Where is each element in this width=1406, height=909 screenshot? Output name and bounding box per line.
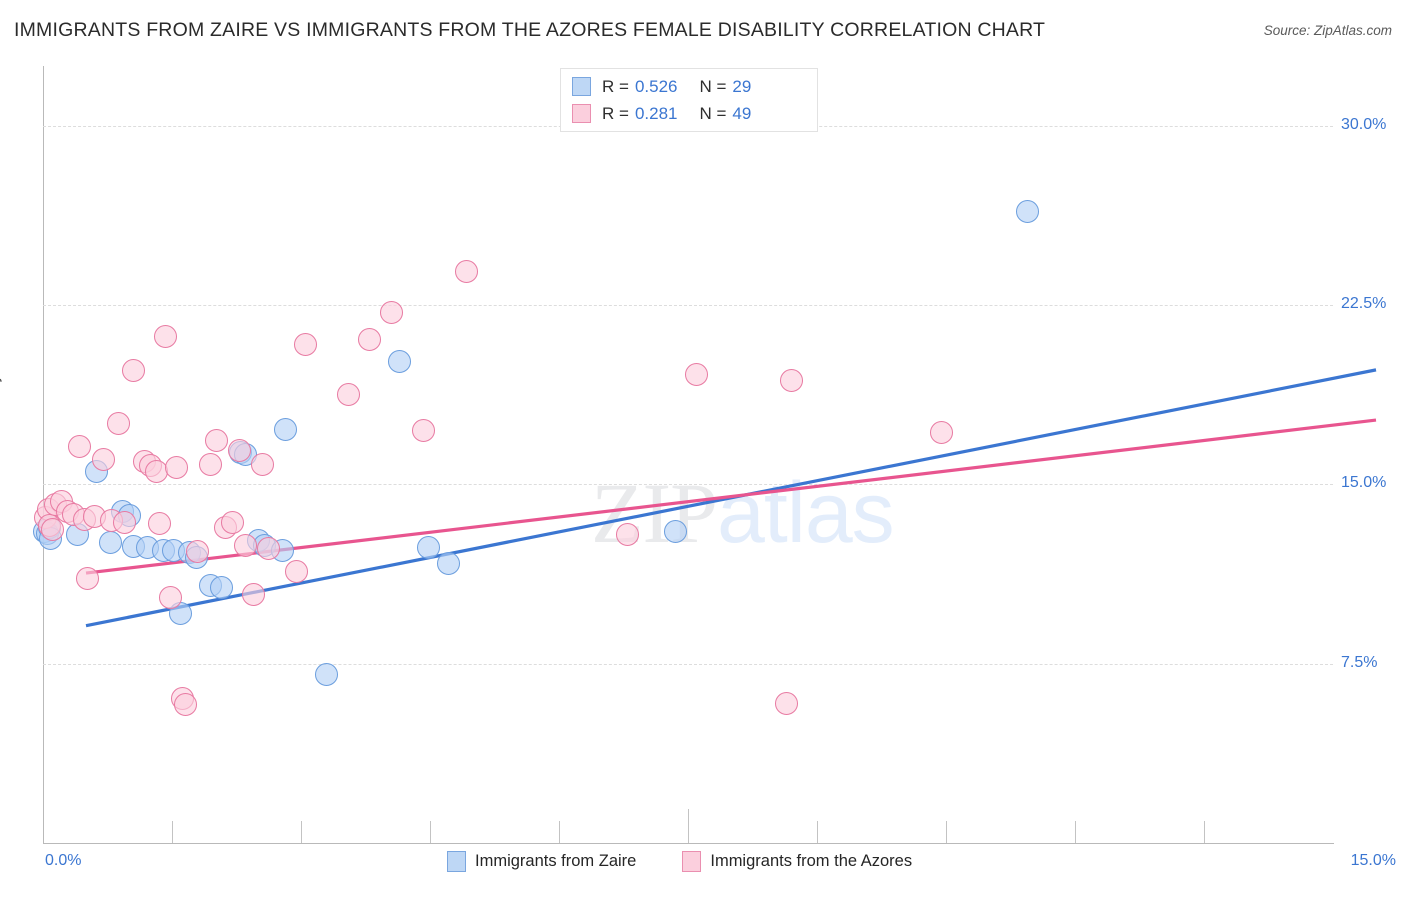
data-point <box>153 324 177 348</box>
gridline <box>43 663 1333 665</box>
gridline <box>43 305 1333 307</box>
legend-item-zaire[interactable]: Immigrants from Zaire <box>447 851 636 872</box>
data-point <box>437 551 461 575</box>
y-axis-line <box>43 66 44 843</box>
n-value-zaire: 29 <box>732 76 752 96</box>
data-point <box>121 359 145 383</box>
r-label-zaire: R = <box>602 76 629 96</box>
x-axis-tickmark <box>946 821 947 843</box>
x-axis-tickmark <box>430 821 431 843</box>
data-point <box>285 560 309 584</box>
data-point <box>186 539 210 563</box>
data-point <box>147 512 171 536</box>
x-axis-tickmark <box>1204 821 1205 843</box>
r-label-azores: R = <box>602 103 629 123</box>
n-label-zaire: N = <box>699 76 727 96</box>
source-attribution: Source: ZipAtlas.com <box>1263 23 1392 38</box>
data-point <box>67 434 91 458</box>
data-point <box>663 519 687 543</box>
data-point <box>293 333 317 357</box>
data-point <box>76 567 100 591</box>
trendline-azores <box>85 418 1377 575</box>
x-axis-tickmark <box>817 821 818 843</box>
page-title: IMMIGRANTS FROM ZAIRE VS IMMIGRANTS FROM… <box>14 19 1046 41</box>
data-point <box>256 537 280 561</box>
y-axis-tick-label: 15.0% <box>1341 474 1387 492</box>
correlation-row-zaire: R = 0.526 N = 29 <box>572 73 751 100</box>
y-axis-tick-label: 30.0% <box>1341 115 1387 133</box>
data-point <box>388 349 412 373</box>
x-axis-tickmark <box>1075 821 1076 843</box>
y-axis-title: Female Disability <box>0 374 3 490</box>
data-point <box>411 419 435 443</box>
legend-swatch-zaire <box>572 77 591 96</box>
n-label-azores: N = <box>699 103 727 123</box>
data-point <box>40 518 64 542</box>
x-axis-tickmark <box>172 821 173 843</box>
data-point <box>164 456 188 480</box>
legend-marker-azores <box>682 851 702 872</box>
data-point <box>107 411 131 435</box>
data-point <box>91 447 115 471</box>
data-point <box>113 511 137 535</box>
y-axis-tick-label: 7.5% <box>1341 653 1378 671</box>
data-point <box>98 531 122 555</box>
data-point <box>379 300 403 324</box>
legend-item-azores[interactable]: Immigrants from the Azores <box>682 851 912 872</box>
data-point <box>336 383 360 407</box>
series-legend: Immigrants from Zaire Immigrants from th… <box>447 851 949 872</box>
data-point <box>199 452 223 476</box>
x-axis-tickmark <box>688 809 689 843</box>
data-point <box>227 439 251 463</box>
legend-label-azores: Immigrants from the Azores <box>710 852 913 870</box>
data-point <box>220 511 244 535</box>
x-axis-max-label: 15.0% <box>1350 852 1396 869</box>
y-axis-tick-label: 22.5% <box>1341 295 1387 313</box>
x-axis-tickmark <box>301 821 302 843</box>
data-point <box>205 428 229 452</box>
data-point <box>416 536 440 560</box>
r-value-azores: 0.281 <box>634 103 678 123</box>
plot-area: ZIPatlas <box>33 66 1377 843</box>
data-point <box>685 362 709 386</box>
data-point <box>775 691 799 715</box>
data-point <box>242 582 266 606</box>
data-point <box>779 368 803 392</box>
trendlines <box>85 368 1377 628</box>
correlation-legend: R = 0.526 N = 29 R = 0.281 N = 49 <box>560 68 818 132</box>
x-axis-min-label: 0.0% <box>45 852 82 869</box>
legend-swatch-azores <box>572 104 591 123</box>
r-value-zaire: 0.526 <box>634 76 678 96</box>
gridline <box>43 484 1333 486</box>
data-point <box>233 533 257 557</box>
legend-marker-zaire <box>447 851 466 872</box>
data-point <box>158 586 182 610</box>
data-point <box>315 662 339 686</box>
x-axis-line <box>43 843 1334 844</box>
x-axis-tickmark <box>559 821 560 843</box>
data-point <box>250 452 274 476</box>
data-point <box>210 575 234 599</box>
n-value-azores: 49 <box>732 103 752 123</box>
data-point <box>454 260 478 284</box>
data-point <box>274 417 298 441</box>
data-point <box>616 523 640 547</box>
data-point <box>358 328 382 352</box>
data-point <box>1016 200 1040 224</box>
data-point <box>174 692 198 716</box>
data-point <box>930 421 954 445</box>
legend-label-zaire: Immigrants from Zaire <box>475 852 637 870</box>
correlation-row-azores: R = 0.281 N = 49 <box>572 100 751 127</box>
